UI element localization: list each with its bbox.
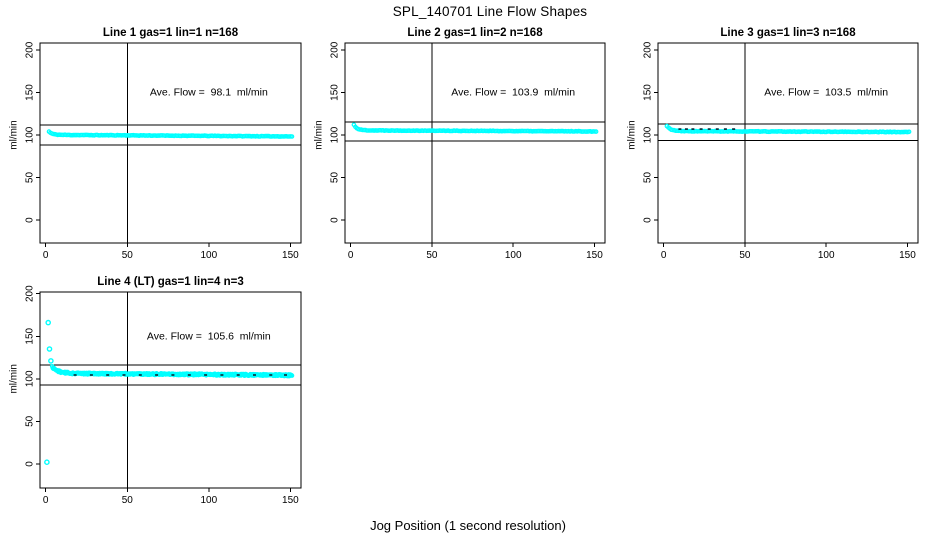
- ave-flow-annotation: Ave. Flow = 105.6 ml/min: [147, 330, 271, 342]
- x-tick-label: 100: [818, 250, 835, 261]
- y-tick-label: 150: [643, 84, 654, 101]
- y-axis-unit-label: ml/min: [314, 120, 325, 149]
- x-axis-label: Jog Position (1 second resolution): [370, 518, 566, 533]
- ave-flow-annotation: Ave. Flow = 103.5 ml/min: [764, 86, 888, 98]
- panel-title: Line 2 gas=1 lin=2 n=168: [407, 27, 543, 39]
- x-axis-ticks: 0 50 100 150: [43, 488, 299, 506]
- figure-title: SPL_140701 Line Flow Shapes: [392, 4, 588, 19]
- y-tick-label: 0: [643, 217, 654, 223]
- flow-panel-3: 0 50 100 150 0 50 100 150 200 ml/min Line 3 gas=1 …: [627, 27, 919, 261]
- y-axis-unit-label: ml/min: [9, 364, 20, 393]
- x-tick-label: 150: [282, 250, 299, 261]
- x-tick-label: 50: [122, 495, 134, 506]
- flow-panel-1: 0 50 100 150 0 50 100 150 200 ml/min Line 1 gas=1 …: [9, 27, 302, 261]
- outlier-point: [44, 459, 50, 466]
- x-tick-label: 50: [739, 250, 751, 261]
- panel-title: Line 1 gas=1 lin=1 n=168: [103, 27, 239, 39]
- y-tick-label: 100: [25, 370, 36, 387]
- x-tick-label: 100: [505, 250, 522, 261]
- ave-flow-annotation: Ave. Flow = 103.9 ml/min: [451, 86, 575, 98]
- y-tick-label: 150: [25, 327, 36, 344]
- y-tick-label: 200: [25, 41, 36, 58]
- y-tick-label: 50: [25, 172, 36, 184]
- y-axis-ticks: 0 50 100 150 200: [25, 285, 40, 467]
- x-axis-ticks: 0 50 100 150: [348, 243, 603, 261]
- x-axis-ticks: 0 50 100 150: [43, 243, 299, 261]
- outlier-point: [46, 346, 53, 352]
- y-tick-label: 200: [25, 285, 36, 302]
- flow-panel-4: 0 50 100 150 0 50 100 150 200 ml/min Line 4 (LT) g…: [9, 276, 302, 506]
- outlier-point: [48, 358, 54, 364]
- dark-overplot-marks: [73, 374, 287, 376]
- x-tick-label: 150: [586, 250, 603, 261]
- x-tick-label: 0: [348, 250, 354, 261]
- outlier-point: [45, 319, 52, 326]
- y-tick-label: 0: [25, 217, 36, 223]
- y-tick-label: 50: [330, 172, 341, 184]
- x-axis-ticks: 0 50 100 150: [661, 243, 916, 261]
- panel-title: Line 3 gas=1 lin=3 n=168: [720, 27, 856, 39]
- dark-overplot-marks: [678, 128, 736, 130]
- x-tick-label: 150: [899, 250, 916, 261]
- x-tick-label: 150: [282, 495, 299, 506]
- y-tick-label: 100: [25, 126, 36, 143]
- flow-panel-2: 0 50 100 150 0 50 100 150 200 ml/min Line 2 gas=1 …: [314, 27, 606, 261]
- y-tick-label: 50: [643, 172, 654, 184]
- x-tick-label: 100: [200, 495, 217, 506]
- ave-flow-annotation: Ave. Flow = 98.1 ml/min: [150, 86, 268, 98]
- y-tick-label: 0: [25, 461, 36, 467]
- y-tick-label: 0: [330, 217, 341, 223]
- data-points: [351, 122, 599, 135]
- x-tick-label: 50: [426, 250, 438, 261]
- y-tick-label: 150: [25, 84, 36, 101]
- panel-frame: [657, 42, 919, 244]
- data-points: [46, 129, 295, 139]
- panel-frame: [39, 291, 302, 489]
- y-tick-label: 150: [330, 84, 341, 101]
- y-axis-unit-label: ml/min: [9, 120, 20, 149]
- x-tick-label: 0: [43, 250, 49, 261]
- x-tick-label: 0: [661, 250, 667, 261]
- y-tick-label: 100: [643, 126, 654, 143]
- y-axis-ticks: 0 50 100 150 200: [25, 41, 40, 223]
- y-tick-label: 200: [330, 41, 341, 58]
- x-tick-label: 50: [122, 250, 134, 261]
- x-tick-label: 100: [200, 250, 217, 261]
- y-tick-label: 50: [25, 415, 36, 427]
- y-tick-label: 100: [330, 126, 341, 143]
- data-points: [664, 123, 912, 135]
- panel-frame: [344, 42, 606, 244]
- y-axis-unit-label: ml/min: [627, 120, 638, 149]
- y-axis-ticks: 0 50 100 150 200: [330, 41, 345, 223]
- y-axis-ticks: 0 50 100 150 200: [643, 41, 658, 223]
- x-tick-label: 0: [43, 495, 49, 506]
- panel-title: Line 4 (LT) gas=1 lin=4 n=3: [97, 276, 243, 288]
- y-tick-label: 200: [643, 41, 654, 58]
- panel-frame: [39, 42, 302, 244]
